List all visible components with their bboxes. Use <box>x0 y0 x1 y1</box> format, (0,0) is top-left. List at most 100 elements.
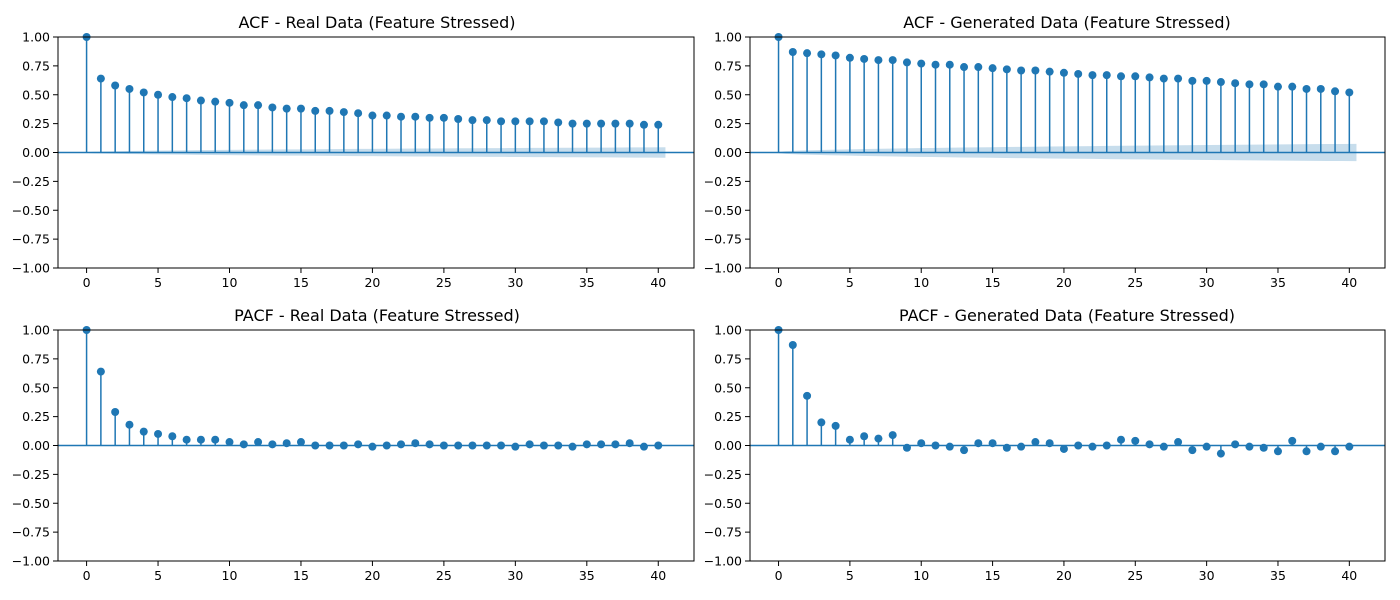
y-tick-label: 0.50 <box>22 380 50 395</box>
x-tick-label: 25 <box>1127 275 1143 290</box>
data-point <box>1031 66 1040 75</box>
data-point <box>482 116 491 125</box>
subplot-pacf-real: PACF - Real Data (Feature Stressed) 0 5 10… <box>12 306 695 583</box>
data-point <box>154 429 163 438</box>
y-tick-label: 1.00 <box>22 30 50 45</box>
x-tick-label: 0 <box>83 568 91 583</box>
data-point <box>974 439 983 448</box>
data-point <box>282 104 291 113</box>
data-point <box>311 441 320 450</box>
data-point <box>1145 73 1154 82</box>
data-point <box>788 48 797 57</box>
chart-title: ACF - Generated Data (Feature Stressed) <box>903 13 1230 32</box>
data-point <box>860 54 869 63</box>
data-point <box>1245 80 1254 89</box>
data-point <box>988 64 997 73</box>
data-point <box>296 104 305 113</box>
data-point <box>397 112 406 121</box>
data-point <box>1331 447 1340 456</box>
data-point <box>168 432 177 441</box>
data-point <box>1088 442 1097 451</box>
data-point <box>325 106 334 115</box>
x-tick-label: 40 <box>650 275 666 290</box>
data-point <box>639 120 648 129</box>
data-point <box>1288 436 1297 445</box>
data-point <box>845 53 854 62</box>
data-point <box>803 391 812 400</box>
data-point <box>1273 447 1282 456</box>
data-point <box>1102 71 1111 80</box>
data-point <box>1273 82 1282 91</box>
data-point <box>96 74 105 83</box>
data-point <box>803 49 812 58</box>
data-point <box>425 440 434 449</box>
data-point <box>1117 435 1126 444</box>
data-point <box>539 441 548 450</box>
data-point <box>1288 82 1297 91</box>
data-point <box>354 440 363 449</box>
data-point <box>1245 442 1254 451</box>
chart-title: ACF - Real Data (Feature Stressed) <box>238 13 515 32</box>
data-point <box>225 438 234 447</box>
data-point <box>1131 436 1140 445</box>
data-point <box>831 421 840 430</box>
data-point <box>382 441 391 450</box>
data-point <box>1216 449 1225 458</box>
data-point <box>439 113 448 122</box>
y-tick-label: 0.25 <box>22 116 50 131</box>
x-tick-label: 30 <box>507 275 523 290</box>
data-point <box>902 58 911 67</box>
data-point <box>125 420 134 429</box>
x-tick-label: 30 <box>507 568 523 583</box>
data-point <box>874 56 883 65</box>
x-tick-label: 15 <box>293 568 309 583</box>
data-point <box>139 427 148 436</box>
x-tick-label: 40 <box>1341 568 1357 583</box>
y-tick-label: −0.50 <box>12 496 50 511</box>
data-point <box>1259 80 1268 89</box>
data-point <box>296 438 305 447</box>
y-tick-label: −0.50 <box>704 203 742 218</box>
x-tick-label: 20 <box>1056 568 1072 583</box>
data-point <box>902 443 911 452</box>
y-tick-label: 0.00 <box>22 145 50 160</box>
data-point <box>511 117 520 126</box>
y-tick-label: 0.75 <box>22 351 50 366</box>
data-point <box>368 442 377 451</box>
y-tick-label: 0.50 <box>22 87 50 102</box>
data-point <box>874 434 883 443</box>
data-point <box>654 120 663 129</box>
data-point <box>339 108 348 117</box>
y-tick-label: 1.00 <box>714 30 742 45</box>
data-point <box>425 113 434 122</box>
x-tick-label: 35 <box>579 568 595 583</box>
data-point <box>1316 84 1325 93</box>
data-point <box>568 119 577 128</box>
y-tick-label: −0.25 <box>12 174 50 189</box>
y-tick-label: −0.75 <box>704 525 742 540</box>
x-tick-label: 35 <box>1270 275 1286 290</box>
data-point <box>268 103 277 112</box>
data-point <box>1088 71 1097 80</box>
y-tick-label: −0.50 <box>12 203 50 218</box>
data-point <box>1174 74 1183 83</box>
data-point <box>1202 442 1211 451</box>
data-point <box>582 440 591 449</box>
data-point <box>397 440 406 449</box>
y-tick-label: −0.25 <box>12 467 50 482</box>
data-point <box>525 440 534 449</box>
data-point <box>125 84 134 93</box>
data-point <box>196 96 205 105</box>
y-tick-label: 1.00 <box>22 323 50 338</box>
x-tick-label: 35 <box>579 275 595 290</box>
data-point <box>1017 442 1026 451</box>
data-point <box>254 101 263 110</box>
data-point <box>611 119 620 128</box>
data-point <box>468 116 477 125</box>
data-point <box>931 441 940 450</box>
data-point <box>917 59 926 68</box>
x-tick-label: 35 <box>1270 568 1286 583</box>
data-point <box>1002 443 1011 452</box>
data-point <box>139 88 148 97</box>
y-tick-label: −0.50 <box>704 496 742 511</box>
